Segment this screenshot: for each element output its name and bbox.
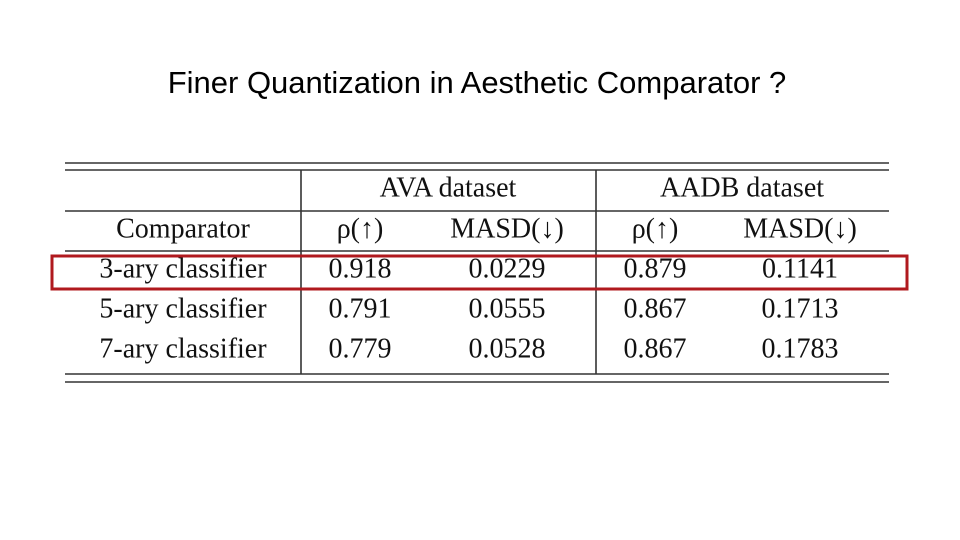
cell-value: 0.0528 xyxy=(469,333,546,364)
slide-title: Finer Quantization in Aesthetic Comparat… xyxy=(168,65,787,100)
cell-value: 0.1141 xyxy=(762,253,838,284)
cell-value: 0.879 xyxy=(624,253,687,284)
column-header: MASD(↓) xyxy=(743,213,857,244)
group-header: AVA dataset xyxy=(380,172,517,203)
cell-value: 0.779 xyxy=(329,333,392,364)
row-label: 7-ary classifier xyxy=(99,333,267,364)
cell-value: 0.867 xyxy=(624,333,687,364)
cell-value: 0.867 xyxy=(624,293,687,324)
cell-value: 0.0229 xyxy=(469,253,546,284)
cell-value: 0.791 xyxy=(329,293,392,324)
cell-value: 0.1713 xyxy=(762,293,839,324)
column-header: ρ(↑) xyxy=(632,213,679,244)
group-header: AADB dataset xyxy=(660,172,824,203)
row-label: 5-ary classifier xyxy=(99,293,267,324)
column-header: MASD(↓) xyxy=(450,213,564,244)
cell-value: 0.0555 xyxy=(469,293,546,324)
highlight-box xyxy=(50,254,909,291)
column-header: Comparator xyxy=(116,213,250,244)
row-label: 3-ary classifier xyxy=(99,253,267,284)
column-header: ρ(↑) xyxy=(337,213,384,244)
cell-value: 0.1783 xyxy=(762,333,839,364)
cell-value: 0.918 xyxy=(329,253,392,284)
table-rules xyxy=(65,162,889,383)
